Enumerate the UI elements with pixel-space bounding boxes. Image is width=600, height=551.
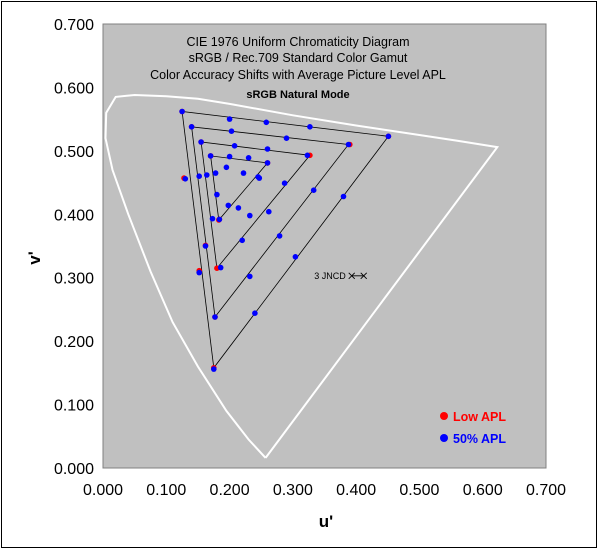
x-tick-label: 0.700	[526, 482, 566, 499]
apl-50-point-7	[283, 135, 290, 141]
gamut-triangle-4	[210, 155, 269, 221]
legend: Low APL 50% APL	[440, 410, 506, 446]
apl-50-point-26	[281, 180, 288, 186]
apl-50-point-3	[307, 124, 313, 130]
y-tick-label: 0.200	[54, 334, 94, 351]
apl-50-point-13	[207, 153, 214, 159]
x-tick-label: 0.300	[273, 482, 313, 499]
x-tick-label: 0.200	[210, 482, 250, 499]
x-tick-label: 0.000	[83, 482, 123, 499]
y-tick-label: 0.600	[54, 80, 94, 97]
apl-50-point-0	[179, 108, 185, 115]
y-tick-label: 0.500	[54, 144, 94, 161]
apl-50-point-14	[226, 153, 233, 160]
spectral-locus-layer	[104, 93, 500, 459]
apl-50-point-16	[264, 160, 271, 166]
legend-50-apl-marker	[440, 434, 448, 442]
apl-50-point-41	[292, 253, 299, 260]
x-tick-labels: 0.000 0.100 0.200 0.300 0.400 0.500 0.600 0.700	[83, 482, 566, 499]
apl-50-point-8	[345, 141, 352, 148]
apl-50-point-11	[264, 146, 271, 152]
apl-50-point-44	[211, 366, 217, 372]
y-tick-labels: 0.000 0.100 0.200 0.300 0.400 0.500 0.600 0.700	[54, 17, 94, 478]
spectral-locus-curve	[104, 93, 500, 459]
apl-50-point-18	[240, 170, 247, 176]
apl-50-point-34	[216, 216, 223, 223]
chart-title-line-1: CIE 1976 Uniform Chromaticity Diagram	[187, 35, 410, 49]
apl-50-point-10	[231, 143, 238, 149]
apl-50-point-31	[266, 208, 272, 215]
apl-50-point-27	[214, 191, 220, 198]
apl-50-point-24	[182, 176, 189, 182]
data-points-layer	[179, 108, 392, 372]
legend-low-apl-label: Low APL	[453, 410, 506, 424]
apl-50-point-15	[245, 155, 252, 161]
y-tick-label: 0.700	[54, 17, 94, 34]
x-tick-label: 0.400	[336, 482, 376, 499]
apl-50-point-43	[252, 310, 258, 317]
apl-50-point-25	[310, 187, 317, 193]
x-axis-label: u'	[319, 512, 333, 531]
y-tick-label: 0.100	[54, 398, 94, 415]
apl-50-point-33	[209, 215, 216, 222]
gamut-triangle-2	[191, 126, 350, 319]
apl-50-point-5	[188, 124, 195, 130]
y-tick-label: 0.300	[54, 271, 94, 288]
apl-50-point-17	[223, 164, 230, 171]
jncd-annotation: 3 JNCD	[314, 271, 368, 281]
apl-50-point-38	[196, 269, 202, 276]
gamut-triangles-layer	[181, 111, 390, 369]
apl-50-point-6	[228, 128, 235, 134]
apl-50-point-1	[226, 116, 233, 122]
apl-50-point-37	[202, 243, 209, 249]
apl-50-point-32	[340, 193, 347, 200]
y-tick-label: 0.000	[54, 461, 94, 478]
apl-50-point-28	[225, 202, 232, 209]
apl-50-point-2	[263, 119, 270, 126]
chart-title-line-2: sRGB / Rec.709 Standard Color Gamut	[189, 51, 408, 65]
apl-50-point-40	[247, 273, 253, 280]
apl-50-point-30	[247, 212, 253, 219]
jncd-label: 3 JNCD	[314, 271, 346, 281]
y-tick-label: 0.400	[54, 207, 94, 224]
apl-50-point-21	[212, 170, 219, 176]
apl-50-point-23	[196, 173, 202, 179]
legend-low-apl-marker	[440, 412, 448, 420]
apl-50-point-35	[239, 237, 245, 244]
apl-50-point-36	[276, 233, 283, 239]
jncd-markers	[348, 272, 368, 280]
apl-50-point-4	[385, 133, 392, 140]
apl-50-point-20	[256, 175, 263, 181]
gamut-triangle-1	[181, 111, 390, 369]
apl-50-point-39	[217, 264, 224, 271]
legend-50-apl-label: 50% APL	[453, 432, 506, 446]
apl-50-point-29	[235, 205, 242, 211]
x-tick-label: 0.100	[146, 482, 186, 499]
x-tick-label: 0.600	[463, 482, 503, 499]
apl-50-point-12	[304, 152, 311, 159]
chart-subtitle: sRGB Natural Mode	[246, 89, 349, 101]
apl-50-point-22	[204, 172, 210, 178]
x-tick-label: 0.500	[399, 482, 439, 499]
apl-50-point-9	[198, 139, 204, 145]
chart-title-line-3: Color Accuracy Shifts with Average Pictu…	[150, 68, 446, 82]
apl-50-point-42	[212, 314, 218, 320]
y-axis-label: v'	[25, 251, 44, 265]
gamut-triangle-3	[200, 141, 311, 270]
